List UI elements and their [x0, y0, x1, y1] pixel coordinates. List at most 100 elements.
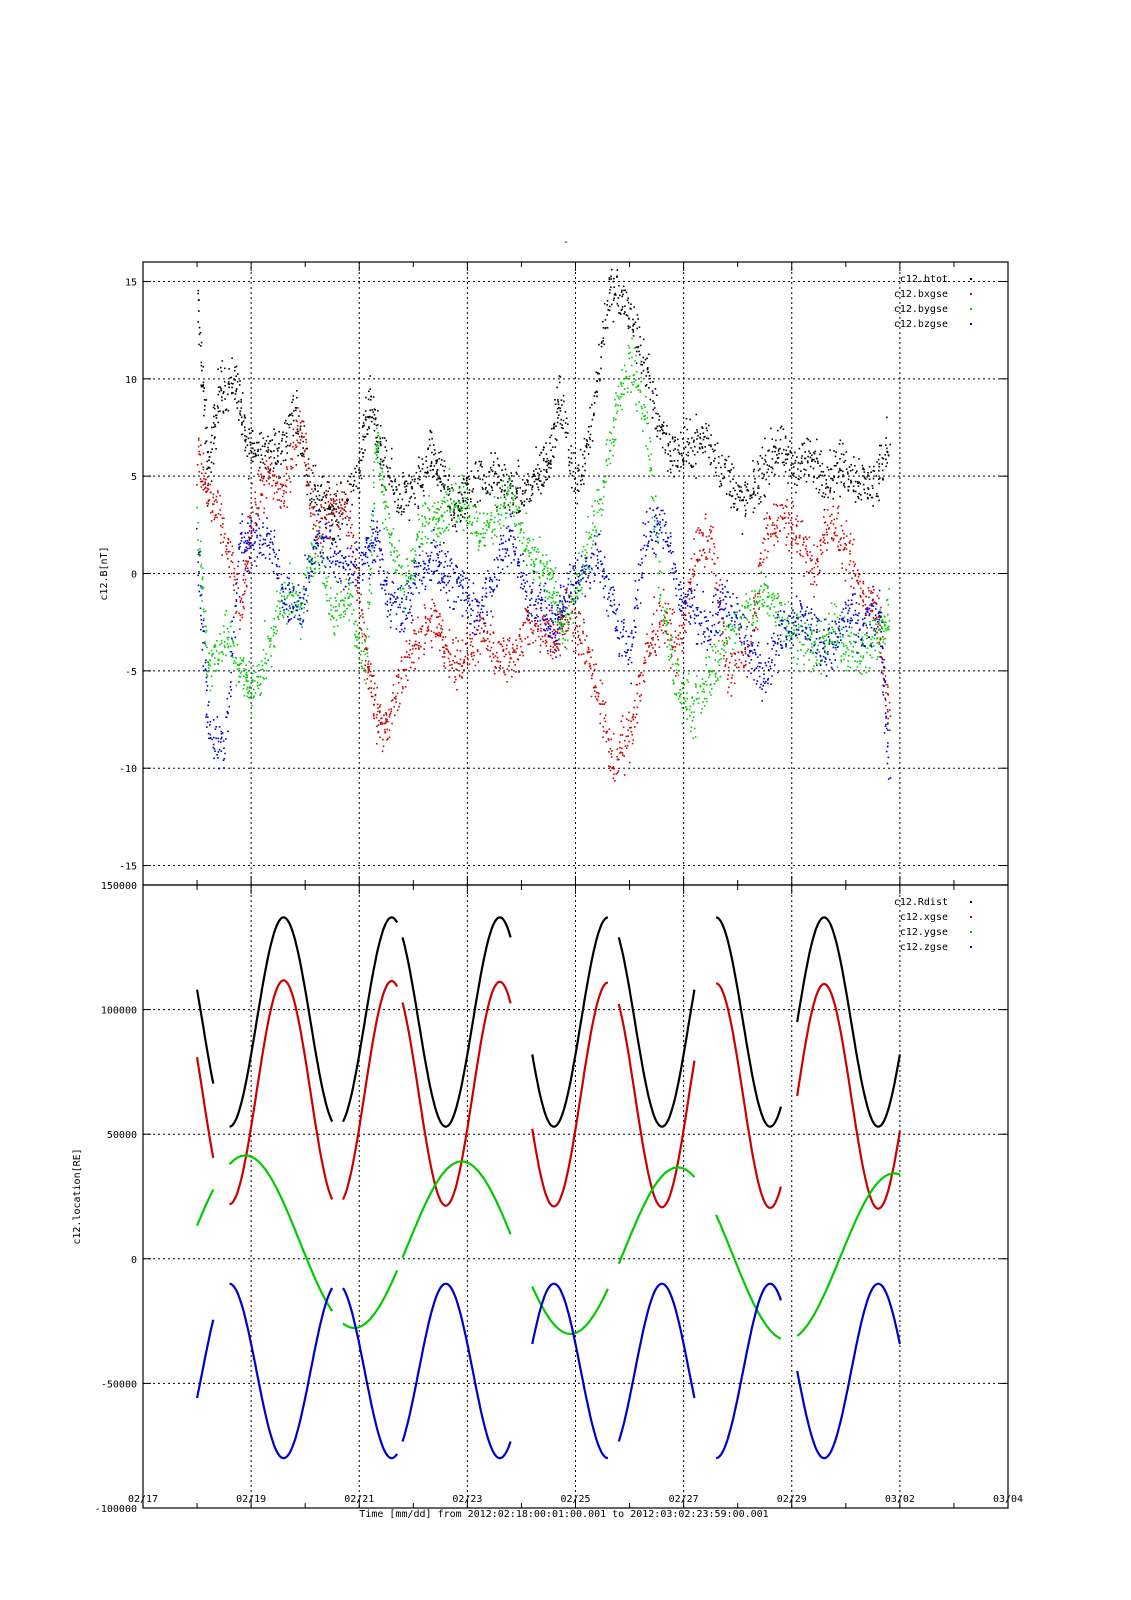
data-point: [877, 458, 880, 461]
data-point: [784, 505, 787, 507]
data-point: [360, 665, 363, 667]
data-point: [313, 505, 316, 508]
data-point: [284, 612, 286, 615]
data-point: [683, 426, 686, 428]
data-point: [373, 715, 375, 717]
data-point: [321, 534, 323, 537]
data-point: [367, 688, 370, 690]
data-point: [443, 486, 445, 489]
data-point: [667, 603, 670, 605]
data-point: [864, 608, 867, 610]
data-point: [600, 508, 602, 510]
data-point: [370, 691, 372, 694]
data-point: [550, 459, 552, 462]
data-point: [261, 664, 264, 667]
data-point: [524, 621, 527, 624]
data-point: [326, 537, 328, 540]
data-point: [301, 436, 303, 439]
data-point: [585, 445, 587, 448]
data-point: [621, 385, 623, 387]
data-point: [384, 437, 386, 439]
data-point: [384, 731, 387, 734]
data-point: [826, 509, 829, 511]
data-point: [686, 679, 689, 681]
data-point: [328, 599, 330, 602]
data-point: [272, 625, 275, 628]
data-point: [488, 471, 491, 473]
data-point: [534, 622, 537, 625]
data-point: [498, 523, 501, 525]
data-point: [424, 642, 426, 644]
data-point: [414, 643, 416, 646]
data-point: [207, 670, 209, 673]
data-point: [497, 464, 500, 466]
data-point: [680, 466, 682, 468]
data-point: [202, 390, 205, 393]
data-point: [771, 533, 774, 535]
data-point: [674, 650, 676, 652]
data-point: [321, 517, 323, 520]
data-point: [671, 460, 673, 462]
data-point: [273, 492, 276, 495]
data-point: [337, 521, 339, 524]
data-point: [623, 774, 626, 776]
data-point: [637, 675, 640, 677]
data-point: [390, 480, 392, 482]
data-point: [552, 573, 554, 576]
data-point: [820, 470, 823, 473]
data-point: [431, 519, 434, 521]
data-point: [246, 563, 249, 565]
data-point: [406, 558, 409, 561]
data-point: [516, 509, 519, 511]
data-point: [620, 381, 622, 384]
data-point: [454, 525, 457, 528]
data-point: [698, 532, 701, 534]
data-point: [602, 700, 604, 702]
data-point: [528, 500, 530, 503]
data-point: [871, 610, 874, 613]
data-point: [329, 508, 331, 511]
data-point: [507, 481, 509, 483]
data-point: [797, 520, 799, 523]
data-point: [574, 488, 576, 490]
data-point: [674, 436, 676, 439]
data-point: [335, 580, 338, 583]
data-point: [384, 487, 386, 489]
data-point: [483, 522, 486, 524]
data-point: [694, 565, 696, 567]
data-point: [318, 499, 321, 501]
data-point: [233, 567, 236, 570]
data-point: [443, 483, 446, 486]
data-point: [512, 643, 514, 646]
data-point: [584, 554, 587, 557]
data-point: [759, 468, 761, 470]
data-point: [677, 638, 679, 640]
data-point: [382, 738, 384, 741]
data-point: [553, 587, 555, 589]
data-point: [629, 761, 631, 764]
data-point: [572, 635, 575, 637]
data-point: [309, 492, 312, 495]
data-point: [734, 659, 737, 662]
data-point: [325, 527, 328, 530]
data-point: [558, 407, 560, 409]
data-point: [687, 590, 689, 592]
data-point: [198, 310, 200, 312]
data-point: [621, 715, 624, 717]
data-point: [248, 660, 250, 663]
data-point: [804, 451, 806, 453]
data-point: [252, 697, 255, 699]
data-point: [443, 529, 446, 532]
data-point: [216, 516, 218, 519]
data-point: [446, 510, 448, 512]
data-point: [613, 426, 615, 428]
data-point: [240, 401, 242, 403]
data-point: [810, 583, 812, 585]
data-point: [274, 461, 277, 464]
data-point: [297, 407, 299, 409]
data-point: [261, 475, 263, 477]
data-point: [752, 511, 755, 514]
data-point: [519, 529, 522, 531]
data-point: [839, 538, 842, 541]
data-point: [200, 463, 203, 465]
